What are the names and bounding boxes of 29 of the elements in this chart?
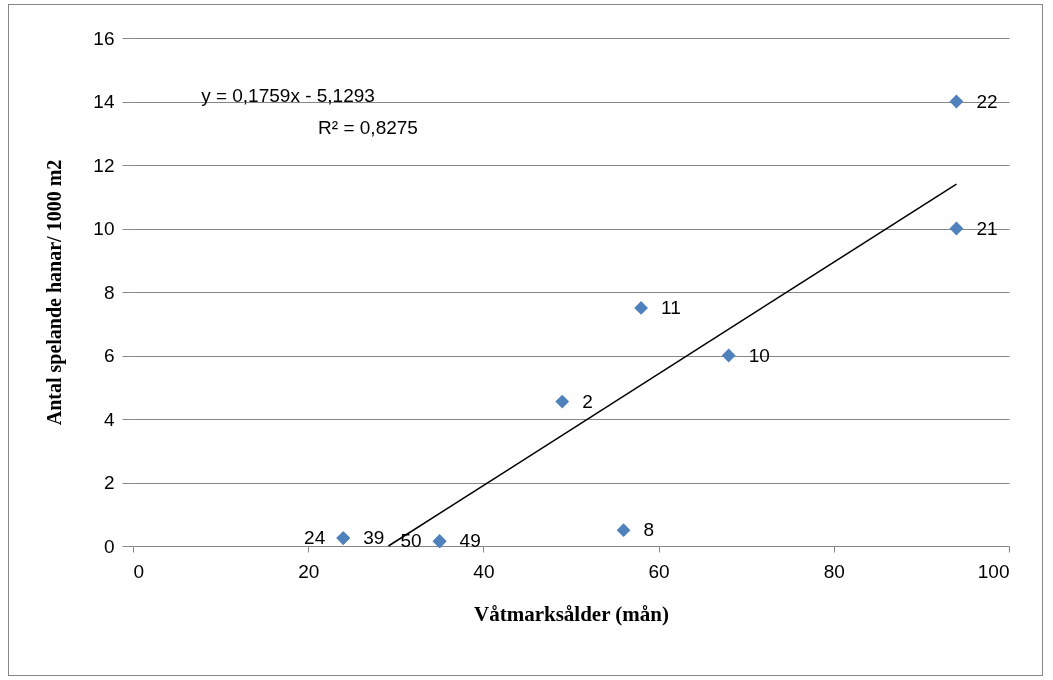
x-tick-label: 60 — [648, 560, 670, 582]
x-tick-label: 100 — [977, 560, 1010, 582]
annotation: y = 0,1759x - 5,1293 — [201, 85, 375, 106]
annotation: 10 — [748, 344, 770, 366]
x-axis-title: Våtmarksålder (mån) — [473, 601, 670, 626]
x-tick-label: 40 — [473, 560, 495, 582]
annotation: 49 — [459, 530, 481, 552]
y-tick-label: 0 — [103, 535, 115, 557]
annotation: 39 — [363, 527, 385, 549]
y-tick-label: 16 — [93, 27, 115, 49]
annotation: 21 — [976, 217, 998, 239]
annotation: 2 — [582, 390, 593, 412]
y-tick-label: 12 — [93, 154, 115, 176]
y-tick-label: 6 — [103, 345, 115, 366]
x-tick-label: 80 — [823, 560, 845, 582]
y-tick-label: 2 — [103, 472, 115, 493]
annotation: 8 — [643, 519, 655, 541]
annotation: 11 — [661, 296, 681, 318]
y-tick-label: 14 — [93, 91, 115, 112]
y-tick-label: 8 — [103, 281, 115, 303]
y-axis-title: Antal spelande hanar/ 1000 m2 — [43, 159, 67, 426]
y-tick-label: 10 — [93, 218, 115, 239]
x-tick-label: 20 — [298, 560, 320, 582]
annotation: 24 — [304, 527, 326, 549]
annotation: 50 — [400, 530, 422, 552]
annotation: 22 — [976, 90, 998, 112]
annotation: R² = 0,8275 — [318, 117, 418, 138]
x-tick-label: 0 — [133, 560, 145, 582]
y-tick-label: 4 — [103, 408, 115, 430]
